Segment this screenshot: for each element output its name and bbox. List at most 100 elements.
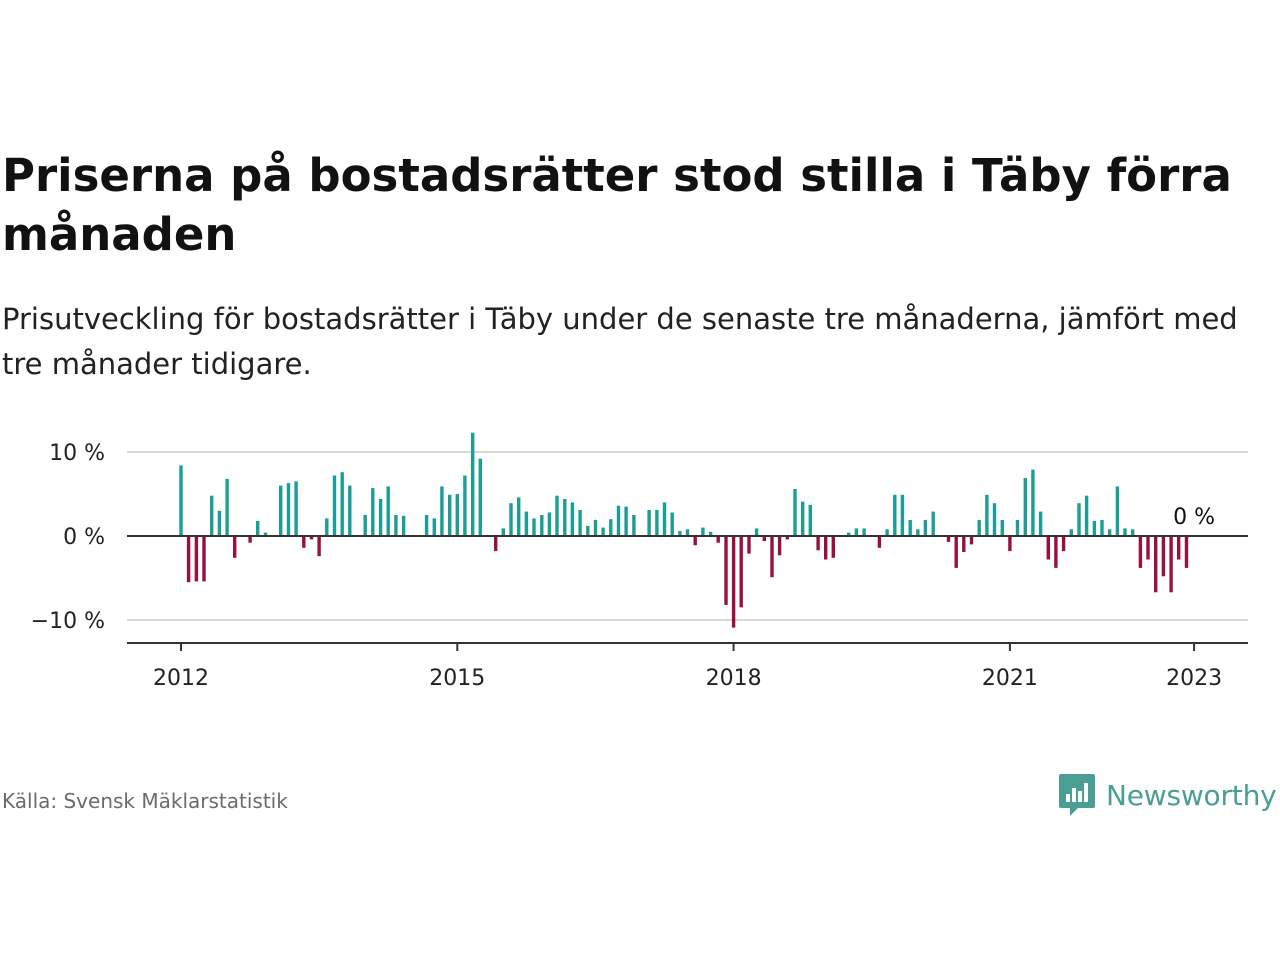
x-tick-label: 2015 bbox=[429, 666, 485, 691]
chart-bar bbox=[1131, 529, 1135, 536]
chart-bar bbox=[378, 499, 383, 536]
chart-bar bbox=[655, 510, 659, 536]
brand-name: Newsworthy bbox=[1106, 778, 1277, 812]
chart-bar bbox=[716, 536, 720, 543]
chart-grid bbox=[127, 451, 1248, 621]
chart-bar bbox=[609, 519, 613, 536]
chart-bar bbox=[601, 527, 605, 536]
last-value-label: 0 % bbox=[1173, 505, 1215, 530]
chart-bar bbox=[777, 536, 782, 556]
chart-bar bbox=[762, 536, 766, 541]
chart-bar bbox=[1023, 478, 1027, 536]
chart-bar bbox=[739, 536, 743, 608]
chart-bar bbox=[1161, 536, 1166, 577]
chart-bar bbox=[340, 472, 344, 536]
chart-bar bbox=[1138, 536, 1143, 568]
chart-bar bbox=[731, 536, 736, 628]
chart-bar bbox=[225, 478, 229, 536]
chart-bar bbox=[701, 527, 705, 536]
chart-bar bbox=[954, 536, 958, 568]
chart-bar bbox=[1184, 536, 1189, 568]
chart-bar bbox=[1008, 536, 1012, 552]
chart-bar bbox=[279, 485, 283, 536]
chart-bar bbox=[524, 511, 529, 536]
chart-bar bbox=[233, 536, 237, 558]
newsworthy-logo-icon bbox=[1059, 774, 1095, 816]
chart-bar bbox=[332, 475, 337, 536]
chart-bar bbox=[463, 475, 467, 536]
chart-bar bbox=[1100, 520, 1104, 536]
chart-bar bbox=[662, 502, 667, 536]
chart-bar bbox=[916, 529, 920, 536]
chart-bar bbox=[985, 494, 989, 536]
chart-bar bbox=[563, 499, 567, 536]
chart-bar bbox=[670, 512, 674, 536]
chart-bar bbox=[624, 506, 628, 536]
chart-bar bbox=[547, 512, 552, 536]
chart-bar bbox=[325, 518, 329, 536]
chart-bar bbox=[309, 536, 314, 540]
chart-bar bbox=[923, 520, 928, 536]
y-tick-label: 0 % bbox=[63, 525, 105, 550]
chart-title: Priserna på bostadsrätter stod stilla i … bbox=[2, 149, 1232, 261]
chart-bar bbox=[1077, 503, 1081, 536]
chart-bar bbox=[540, 515, 544, 536]
chart-bar bbox=[1092, 520, 1097, 536]
chart-subtitle: Prisutveckling för bostadsrätter i Täby … bbox=[2, 302, 1238, 381]
chart-bar bbox=[908, 520, 912, 536]
chart-bar bbox=[210, 495, 214, 536]
chart-bar bbox=[386, 486, 390, 536]
chart-bar bbox=[478, 458, 482, 536]
chart-bar bbox=[448, 494, 452, 536]
chart-bar bbox=[685, 529, 690, 536]
chart-bar bbox=[632, 515, 636, 536]
chart-bar bbox=[501, 528, 505, 536]
chart-bar bbox=[186, 536, 191, 583]
chart-bar bbox=[1107, 529, 1112, 536]
chart-bar bbox=[517, 497, 521, 536]
x-tick-label: 2023 bbox=[1166, 666, 1222, 691]
chart-bar bbox=[1015, 520, 1020, 536]
chart-bar bbox=[1115, 486, 1120, 536]
chart-bar bbox=[532, 518, 536, 536]
chart-bar bbox=[816, 536, 820, 551]
chart-bar bbox=[900, 494, 905, 536]
chart-bar bbox=[194, 536, 199, 582]
chart-bar bbox=[1061, 536, 1066, 552]
chart-bar bbox=[785, 536, 789, 540]
chart-bar bbox=[317, 536, 321, 557]
chart-bar bbox=[302, 536, 306, 548]
chart-bar bbox=[1169, 536, 1173, 593]
chart-bar bbox=[724, 536, 728, 605]
chart-bar bbox=[877, 536, 882, 548]
chart-annotations: 0 % bbox=[1173, 505, 1215, 530]
x-tick-label: 2012 bbox=[153, 666, 209, 691]
chart-bar bbox=[348, 485, 352, 536]
chart-bar bbox=[977, 520, 981, 536]
price-change-chart: 10 % 0 % −10 % 2012 2015 2018 2021 2023 0 % bbox=[31, 432, 1248, 691]
chart-bar bbox=[202, 536, 206, 582]
chart-bar bbox=[678, 531, 682, 536]
chart-bar bbox=[616, 505, 621, 536]
chart-bar bbox=[1038, 511, 1043, 536]
chart-bar bbox=[1123, 528, 1127, 536]
chart-bar bbox=[1146, 536, 1150, 560]
chart-bar bbox=[847, 532, 851, 536]
chart-bar bbox=[248, 536, 252, 543]
chart-bar bbox=[256, 520, 260, 536]
chart-bar bbox=[1069, 529, 1073, 536]
y-tick-label: 10 % bbox=[49, 441, 105, 466]
chart-bar bbox=[854, 528, 859, 536]
chart-bar bbox=[440, 486, 444, 536]
chart-bar bbox=[824, 536, 828, 560]
brand[interactable]: Newsworthy bbox=[1058, 772, 1277, 818]
chart-bar bbox=[1031, 469, 1035, 536]
chart-bar bbox=[432, 518, 436, 536]
chart-bar bbox=[555, 495, 559, 536]
chart-bar bbox=[509, 503, 513, 536]
chart-bar bbox=[455, 494, 459, 536]
chart-bar bbox=[1177, 536, 1181, 560]
chart-bar bbox=[754, 528, 759, 536]
chart-bar bbox=[808, 504, 812, 536]
chart-bar bbox=[1000, 520, 1004, 536]
